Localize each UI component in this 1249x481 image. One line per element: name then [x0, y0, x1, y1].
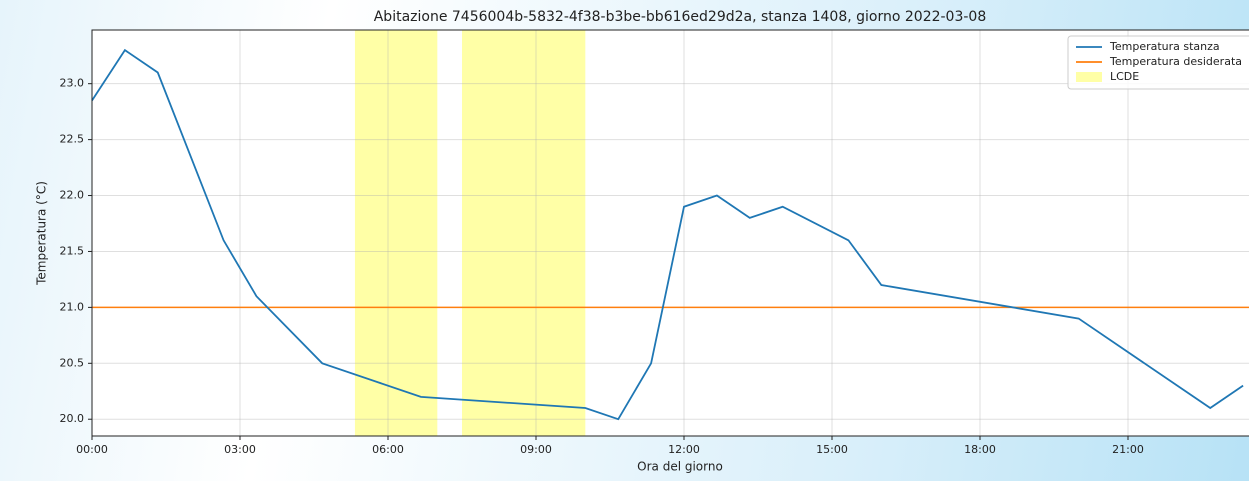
y-tick-label: 21.0: [60, 300, 85, 313]
axes-frame: [91, 29, 1249, 437]
x-tick-label: 12:00: [668, 443, 700, 456]
y-tick-label: 23.0: [60, 77, 85, 90]
legend-swatch: [1076, 72, 1102, 82]
line: [91, 48, 1244, 421]
x-tick-label: 18:00: [964, 443, 996, 456]
legend-label: LCDE: [1110, 70, 1139, 83]
x-tick-label: 06:00: [372, 443, 404, 456]
x-tick-label: 15:00: [816, 443, 848, 456]
x-tick-label: 21:00: [1112, 443, 1144, 456]
y-tick-label: 22.0: [60, 189, 85, 202]
x-tick-label: 00:00: [76, 443, 108, 456]
x-tick-label: 09:00: [520, 443, 552, 456]
span: [354, 30, 438, 436]
y-tick-label: 21.5: [60, 244, 85, 257]
span: [462, 30, 586, 436]
x-axis-label: Ora del giorno: [637, 460, 723, 474]
x-tick-label: 03:00: [224, 443, 256, 456]
y-tick-label: 20.0: [60, 412, 85, 425]
legend-label: Temperatura stanza: [1109, 40, 1220, 53]
legend-label: Temperatura desiderata: [1109, 55, 1242, 68]
y-tick-label: 20.5: [60, 356, 85, 369]
chart-title: Abitazione 7456004b-5832-4f38-b3be-bb616…: [374, 9, 987, 25]
legend-box: [1067, 35, 1249, 90]
y-tick-label: 22.5: [60, 133, 85, 146]
plot-area: [92, 30, 1249, 436]
y-axis-label: Temperatura (°C): [35, 181, 49, 286]
